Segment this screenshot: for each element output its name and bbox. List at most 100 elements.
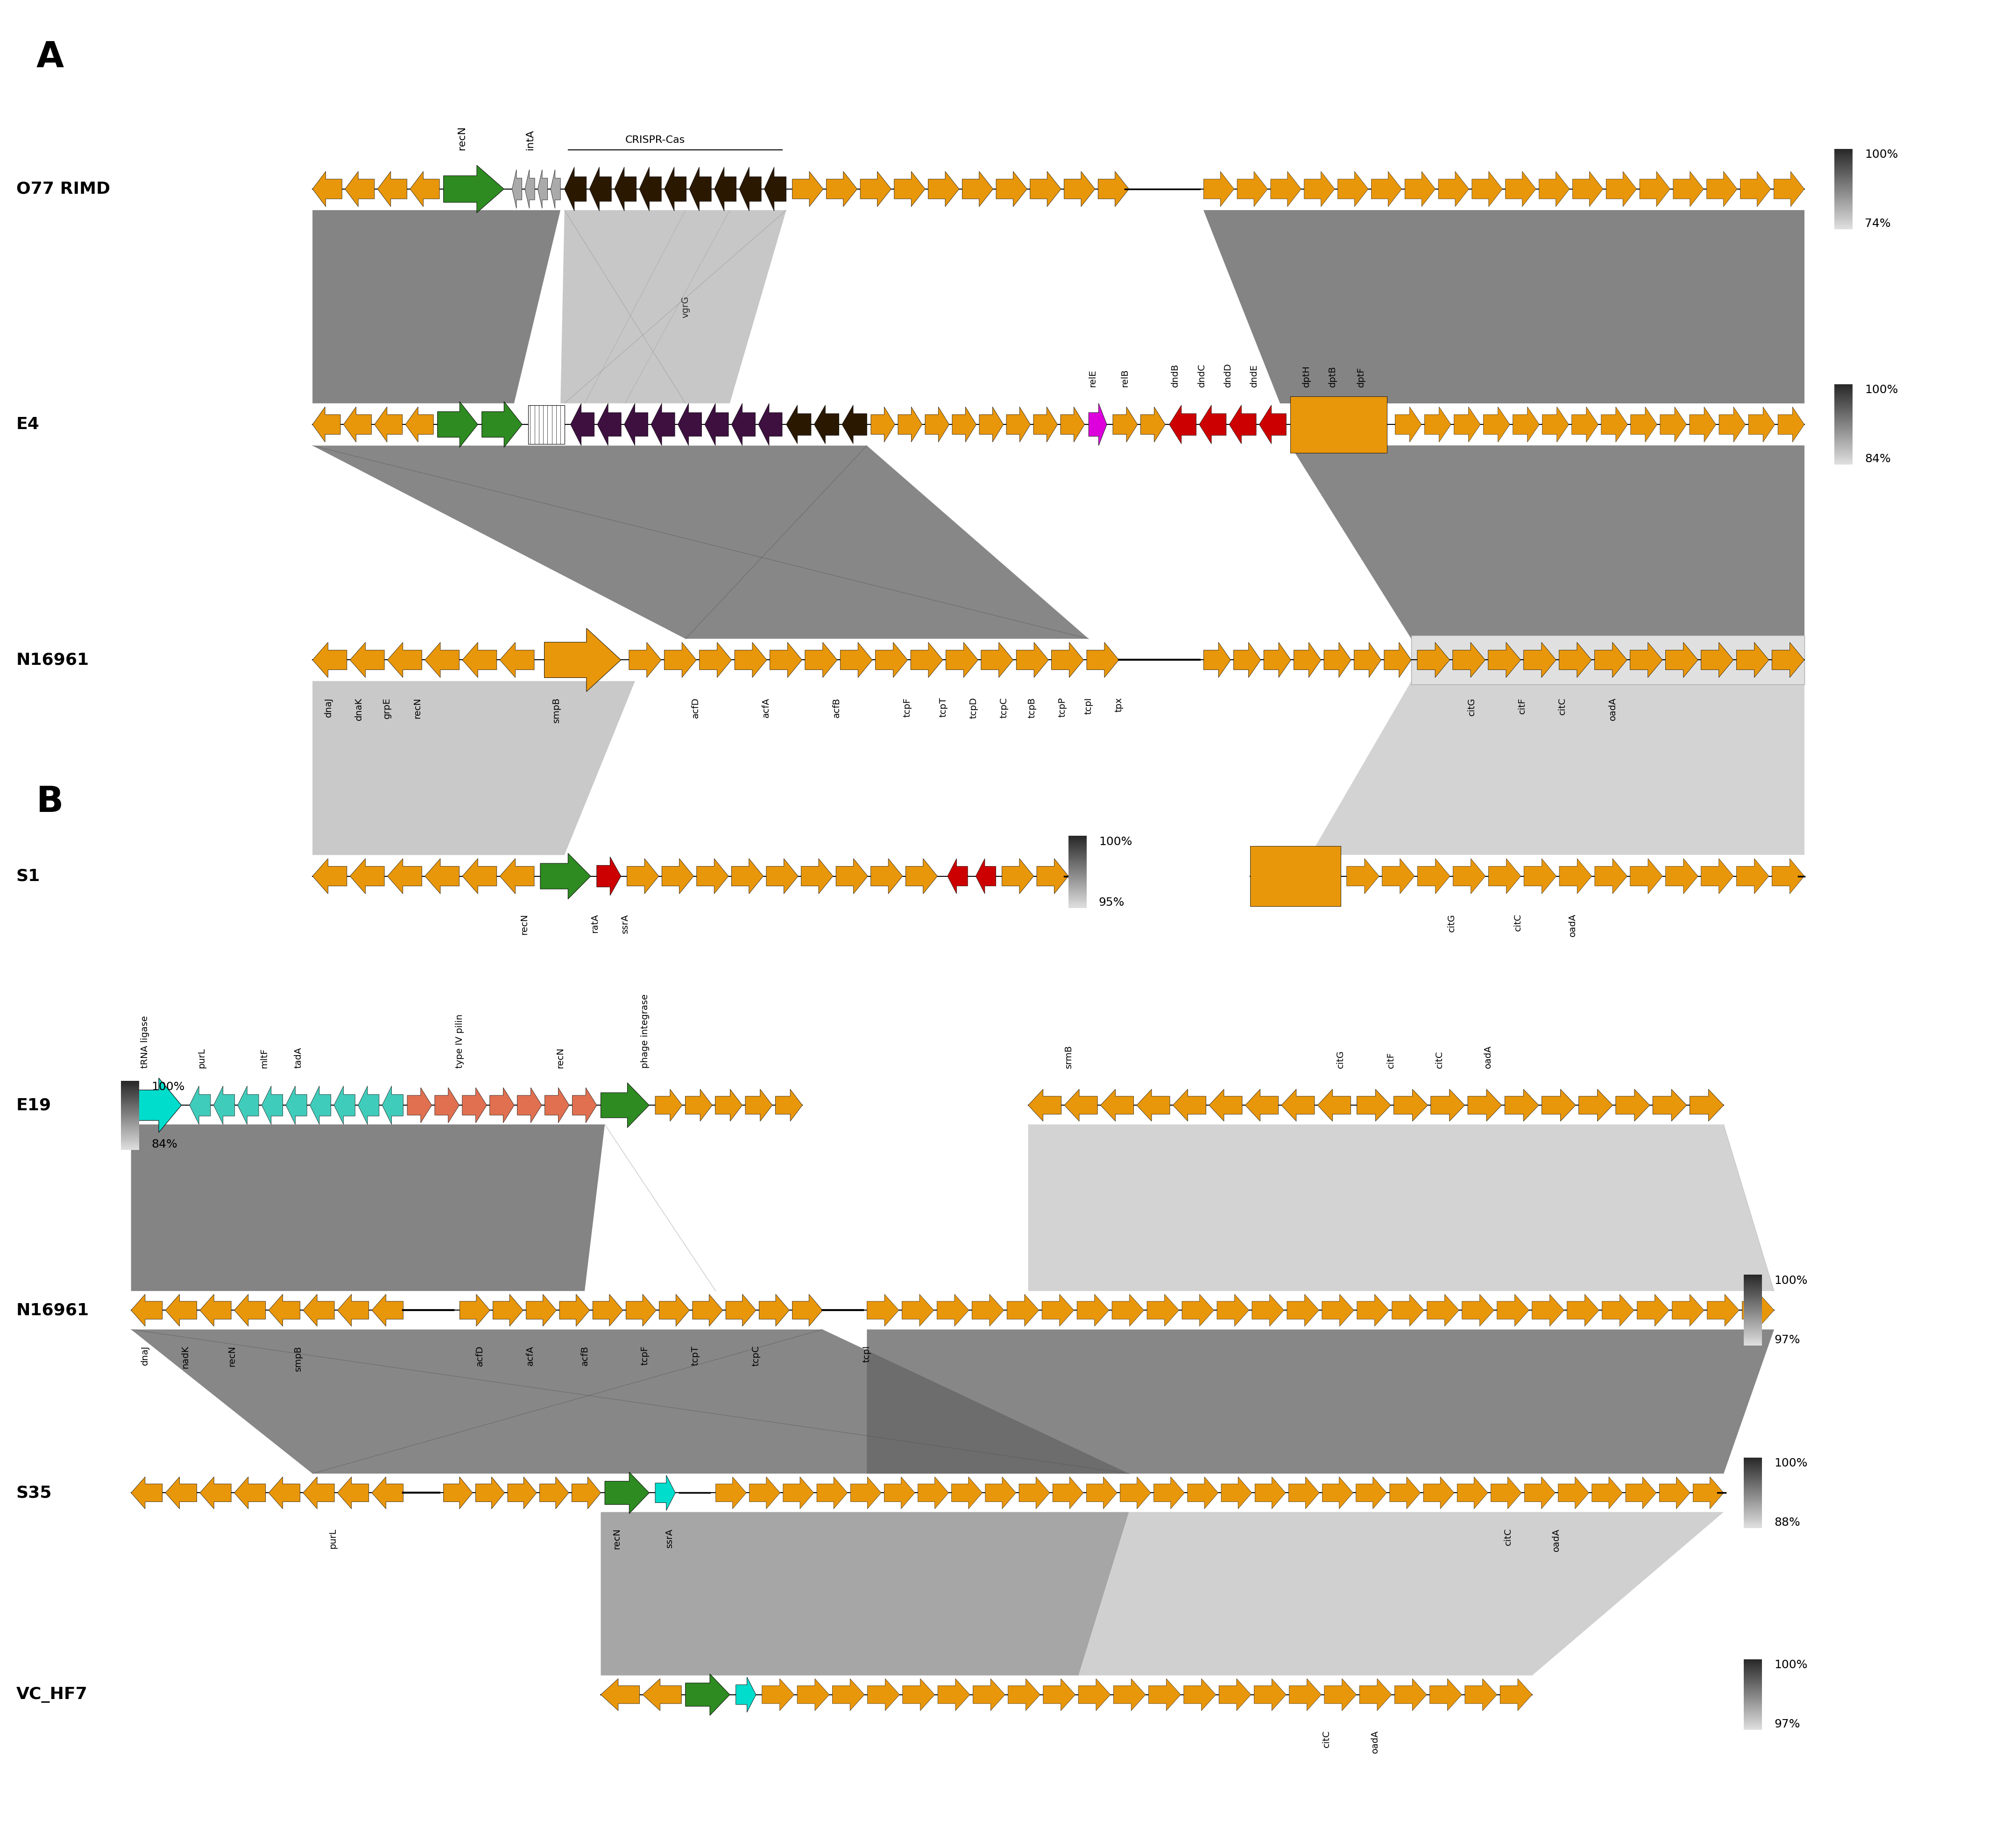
Polygon shape <box>1466 1678 1498 1711</box>
Polygon shape <box>833 1678 865 1711</box>
Text: citG: citG <box>1447 913 1456 931</box>
Polygon shape <box>1060 407 1085 442</box>
Polygon shape <box>351 858 385 893</box>
Text: 100%: 100% <box>1865 150 1899 161</box>
Polygon shape <box>1264 643 1290 677</box>
Polygon shape <box>597 404 621 446</box>
Text: S35: S35 <box>16 1485 52 1501</box>
Polygon shape <box>726 1295 756 1326</box>
Polygon shape <box>1572 407 1599 442</box>
Polygon shape <box>337 1295 369 1326</box>
Text: tcpB: tcpB <box>1028 698 1036 718</box>
Text: citC: citC <box>1504 1528 1512 1545</box>
Polygon shape <box>444 164 504 214</box>
Polygon shape <box>917 1477 950 1508</box>
Polygon shape <box>1288 1477 1318 1508</box>
Polygon shape <box>1149 1678 1181 1711</box>
Polygon shape <box>500 858 534 893</box>
Polygon shape <box>1708 1295 1740 1326</box>
Polygon shape <box>627 858 659 893</box>
Polygon shape <box>335 1086 355 1125</box>
Text: 100%: 100% <box>1774 1457 1808 1468</box>
Text: dnaJ: dnaJ <box>141 1346 149 1366</box>
Polygon shape <box>1310 681 1804 855</box>
Polygon shape <box>343 407 371 442</box>
Polygon shape <box>1210 1088 1242 1121</box>
Polygon shape <box>1113 407 1137 442</box>
Polygon shape <box>1631 858 1663 893</box>
Polygon shape <box>1593 1477 1623 1508</box>
Polygon shape <box>1077 1295 1109 1326</box>
Polygon shape <box>1187 1477 1218 1508</box>
Polygon shape <box>867 1329 1774 1474</box>
Polygon shape <box>238 1086 258 1125</box>
Text: citC: citC <box>1435 1050 1443 1068</box>
Polygon shape <box>1454 858 1486 893</box>
Polygon shape <box>1230 405 1256 444</box>
Polygon shape <box>706 404 728 446</box>
Polygon shape <box>1234 643 1260 677</box>
Polygon shape <box>871 858 903 893</box>
Polygon shape <box>677 404 702 446</box>
Polygon shape <box>524 170 534 208</box>
Polygon shape <box>843 405 867 444</box>
Polygon shape <box>643 1678 681 1711</box>
Polygon shape <box>1322 1295 1355 1326</box>
Polygon shape <box>1454 643 1486 677</box>
Polygon shape <box>639 166 661 212</box>
Polygon shape <box>409 172 439 206</box>
Polygon shape <box>1512 407 1540 442</box>
Polygon shape <box>1736 858 1768 893</box>
Polygon shape <box>1542 1088 1577 1121</box>
Text: N16961: N16961 <box>16 1302 89 1318</box>
Polygon shape <box>689 166 712 212</box>
Text: 100%: 100% <box>1774 1275 1808 1286</box>
Text: dndB: dndB <box>1171 363 1179 387</box>
Polygon shape <box>1222 1477 1252 1508</box>
Polygon shape <box>750 1477 780 1508</box>
Text: srmB: srmB <box>1064 1044 1073 1068</box>
Polygon shape <box>1087 1477 1117 1508</box>
Polygon shape <box>1002 858 1034 893</box>
Text: type IV pilin: type IV pilin <box>456 1013 464 1068</box>
Polygon shape <box>655 1475 675 1510</box>
Polygon shape <box>1246 1088 1278 1121</box>
Polygon shape <box>974 1678 1006 1711</box>
Polygon shape <box>800 858 833 893</box>
Polygon shape <box>1220 1678 1252 1711</box>
Text: tRNA ligase: tRNA ligase <box>141 1015 149 1068</box>
Polygon shape <box>1472 172 1502 206</box>
Polygon shape <box>861 172 891 206</box>
Text: tcpC: tcpC <box>1000 698 1008 718</box>
Polygon shape <box>1637 1295 1669 1326</box>
Text: recN: recN <box>520 913 528 935</box>
Polygon shape <box>871 407 895 442</box>
Polygon shape <box>980 407 1004 442</box>
Polygon shape <box>1532 1295 1564 1326</box>
Polygon shape <box>601 1678 639 1711</box>
Polygon shape <box>1173 1088 1206 1121</box>
Polygon shape <box>1113 1295 1143 1326</box>
Polygon shape <box>444 1477 472 1508</box>
Text: tcpF: tcpF <box>641 1346 649 1366</box>
Polygon shape <box>383 1086 403 1125</box>
Polygon shape <box>302 1477 335 1508</box>
Polygon shape <box>165 1477 198 1508</box>
Text: tcpT: tcpT <box>939 698 948 718</box>
Text: 100%: 100% <box>1774 1660 1808 1671</box>
Polygon shape <box>1318 1088 1351 1121</box>
Polygon shape <box>1204 643 1230 677</box>
Polygon shape <box>700 643 732 677</box>
Polygon shape <box>1087 643 1119 677</box>
Text: dndD: dndD <box>1224 363 1232 387</box>
Polygon shape <box>1282 1088 1314 1121</box>
Polygon shape <box>1288 1678 1320 1711</box>
Polygon shape <box>1542 407 1568 442</box>
Polygon shape <box>1500 1678 1532 1711</box>
Polygon shape <box>131 1477 163 1508</box>
Text: A: A <box>36 40 65 75</box>
Polygon shape <box>131 1077 181 1132</box>
Polygon shape <box>165 1295 198 1326</box>
Polygon shape <box>625 1295 657 1326</box>
Polygon shape <box>601 1083 649 1128</box>
